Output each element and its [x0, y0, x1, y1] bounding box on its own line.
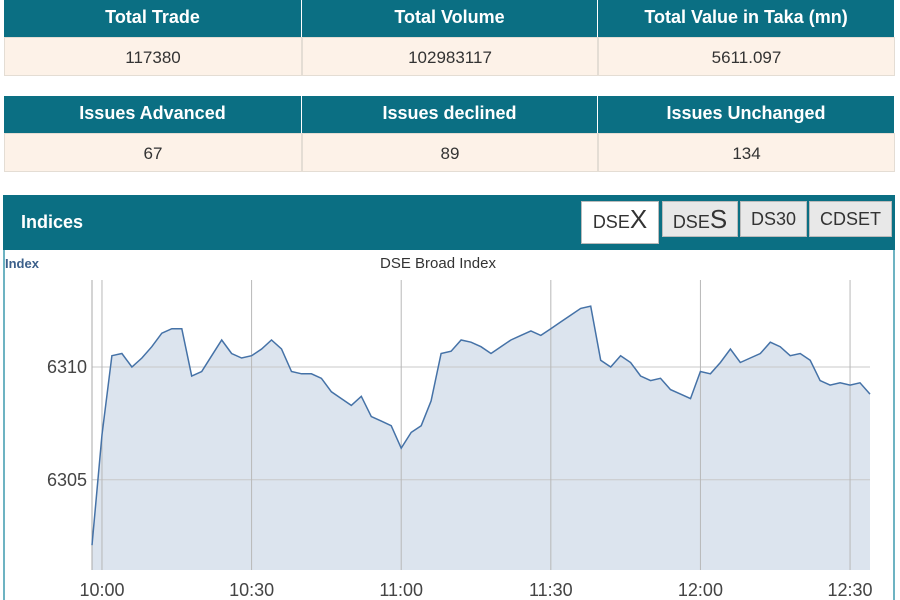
tab-label: CDSET [819, 209, 881, 229]
indices-header: Indices DSEX DSES DS30 CDSET [3, 195, 895, 250]
value-cell: 5611.097 [598, 37, 895, 76]
header-cell: Total Volume [302, 0, 598, 37]
x-tick-label: 12:30 [828, 580, 873, 600]
tab-label: DSE [672, 212, 710, 232]
summary-table: Total Trade Total Volume Total Value in … [4, 0, 895, 76]
header-cell: Issues Unchanged [598, 96, 895, 133]
value-cell: 67 [4, 133, 302, 172]
y-tick-label: 6305 [47, 470, 87, 490]
indices-title: Indices [21, 212, 84, 232]
y-tick-label: 6310 [47, 357, 87, 377]
x-tick-label: 10:00 [79, 580, 124, 600]
chart-frame [3, 250, 895, 600]
tab-label: S [709, 204, 728, 234]
value-cell: 89 [302, 133, 598, 172]
value-cell: 117380 [4, 37, 302, 76]
x-tick-label: 11:00 [379, 580, 423, 600]
index-tab[interactable]: DSES [662, 201, 738, 237]
value-cell: 102983117 [302, 37, 598, 76]
index-tab[interactable]: DS30 [740, 201, 807, 237]
x-tick-label: 12:00 [678, 580, 723, 600]
value-cell: 134 [598, 133, 895, 172]
tab-label: DSE [592, 212, 630, 232]
issues-table: Issues Advanced Issues declined Issues U… [4, 96, 895, 172]
tab-label: DS30 [750, 209, 797, 229]
index-tab[interactable]: DSEX [581, 201, 659, 244]
header-cell: Total Trade [4, 0, 302, 37]
area [92, 306, 870, 570]
header-cell: Total Value in Taka (mn) [598, 0, 895, 37]
y-axis-label: Index [5, 256, 40, 271]
line [91, 305, 871, 546]
chart-title: DSE Broad Index [380, 255, 496, 272]
tab-label: X [629, 204, 648, 234]
header-cell: Issues Advanced [4, 96, 302, 133]
index-tab[interactable]: CDSET [809, 201, 892, 237]
x-tick-label: 10:30 [229, 580, 274, 600]
x-tick-label: 11:30 [529, 580, 573, 600]
header-cell: Issues declined [302, 96, 598, 133]
chart: DSE Broad Index Index 6305 6310 10:00 10:30 11… [5, 255, 873, 600]
